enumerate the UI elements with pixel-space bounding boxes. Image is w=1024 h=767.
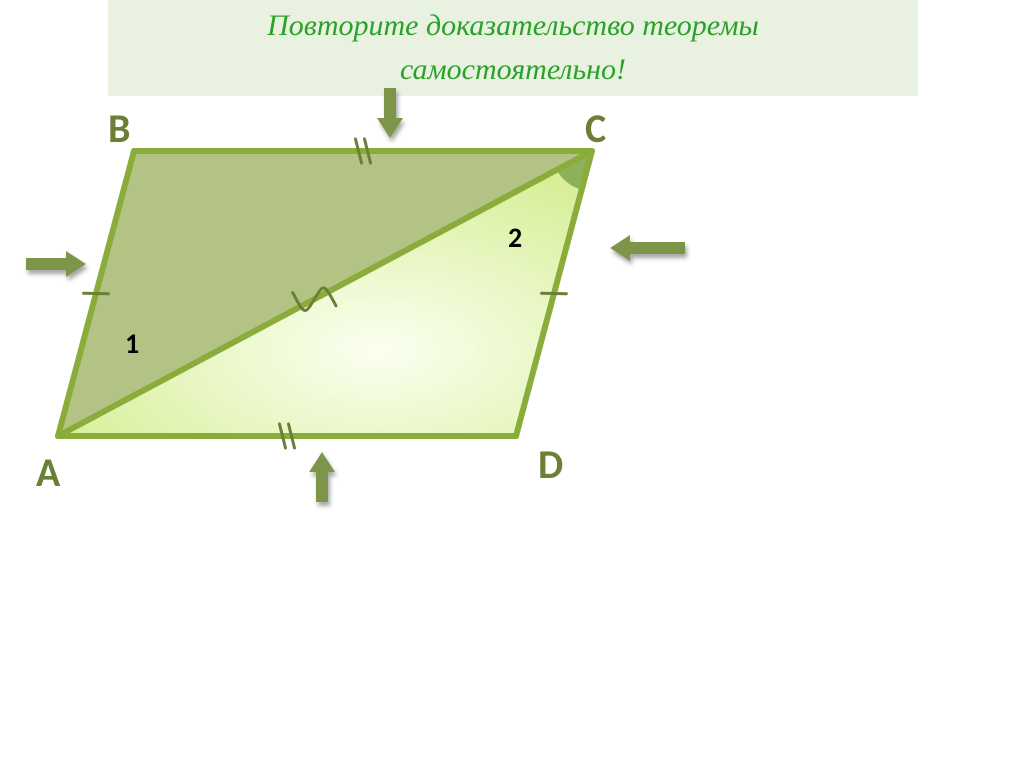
parallelogram-diagram — [0, 0, 1024, 767]
arrow-bc-top — [377, 88, 403, 138]
arrow-cd-right — [610, 235, 685, 261]
vertex-label-b: B — [108, 104, 130, 153]
vertex-label-a: A — [36, 448, 60, 497]
angle-label-2: 2 — [508, 220, 522, 255]
angle-label-1: 1 — [125, 326, 139, 361]
vertex-label-d: D — [538, 440, 563, 489]
vertex-label-c: C — [585, 104, 606, 153]
arrow-ad-bottom — [309, 452, 335, 502]
arrow-ab-left — [26, 251, 86, 277]
